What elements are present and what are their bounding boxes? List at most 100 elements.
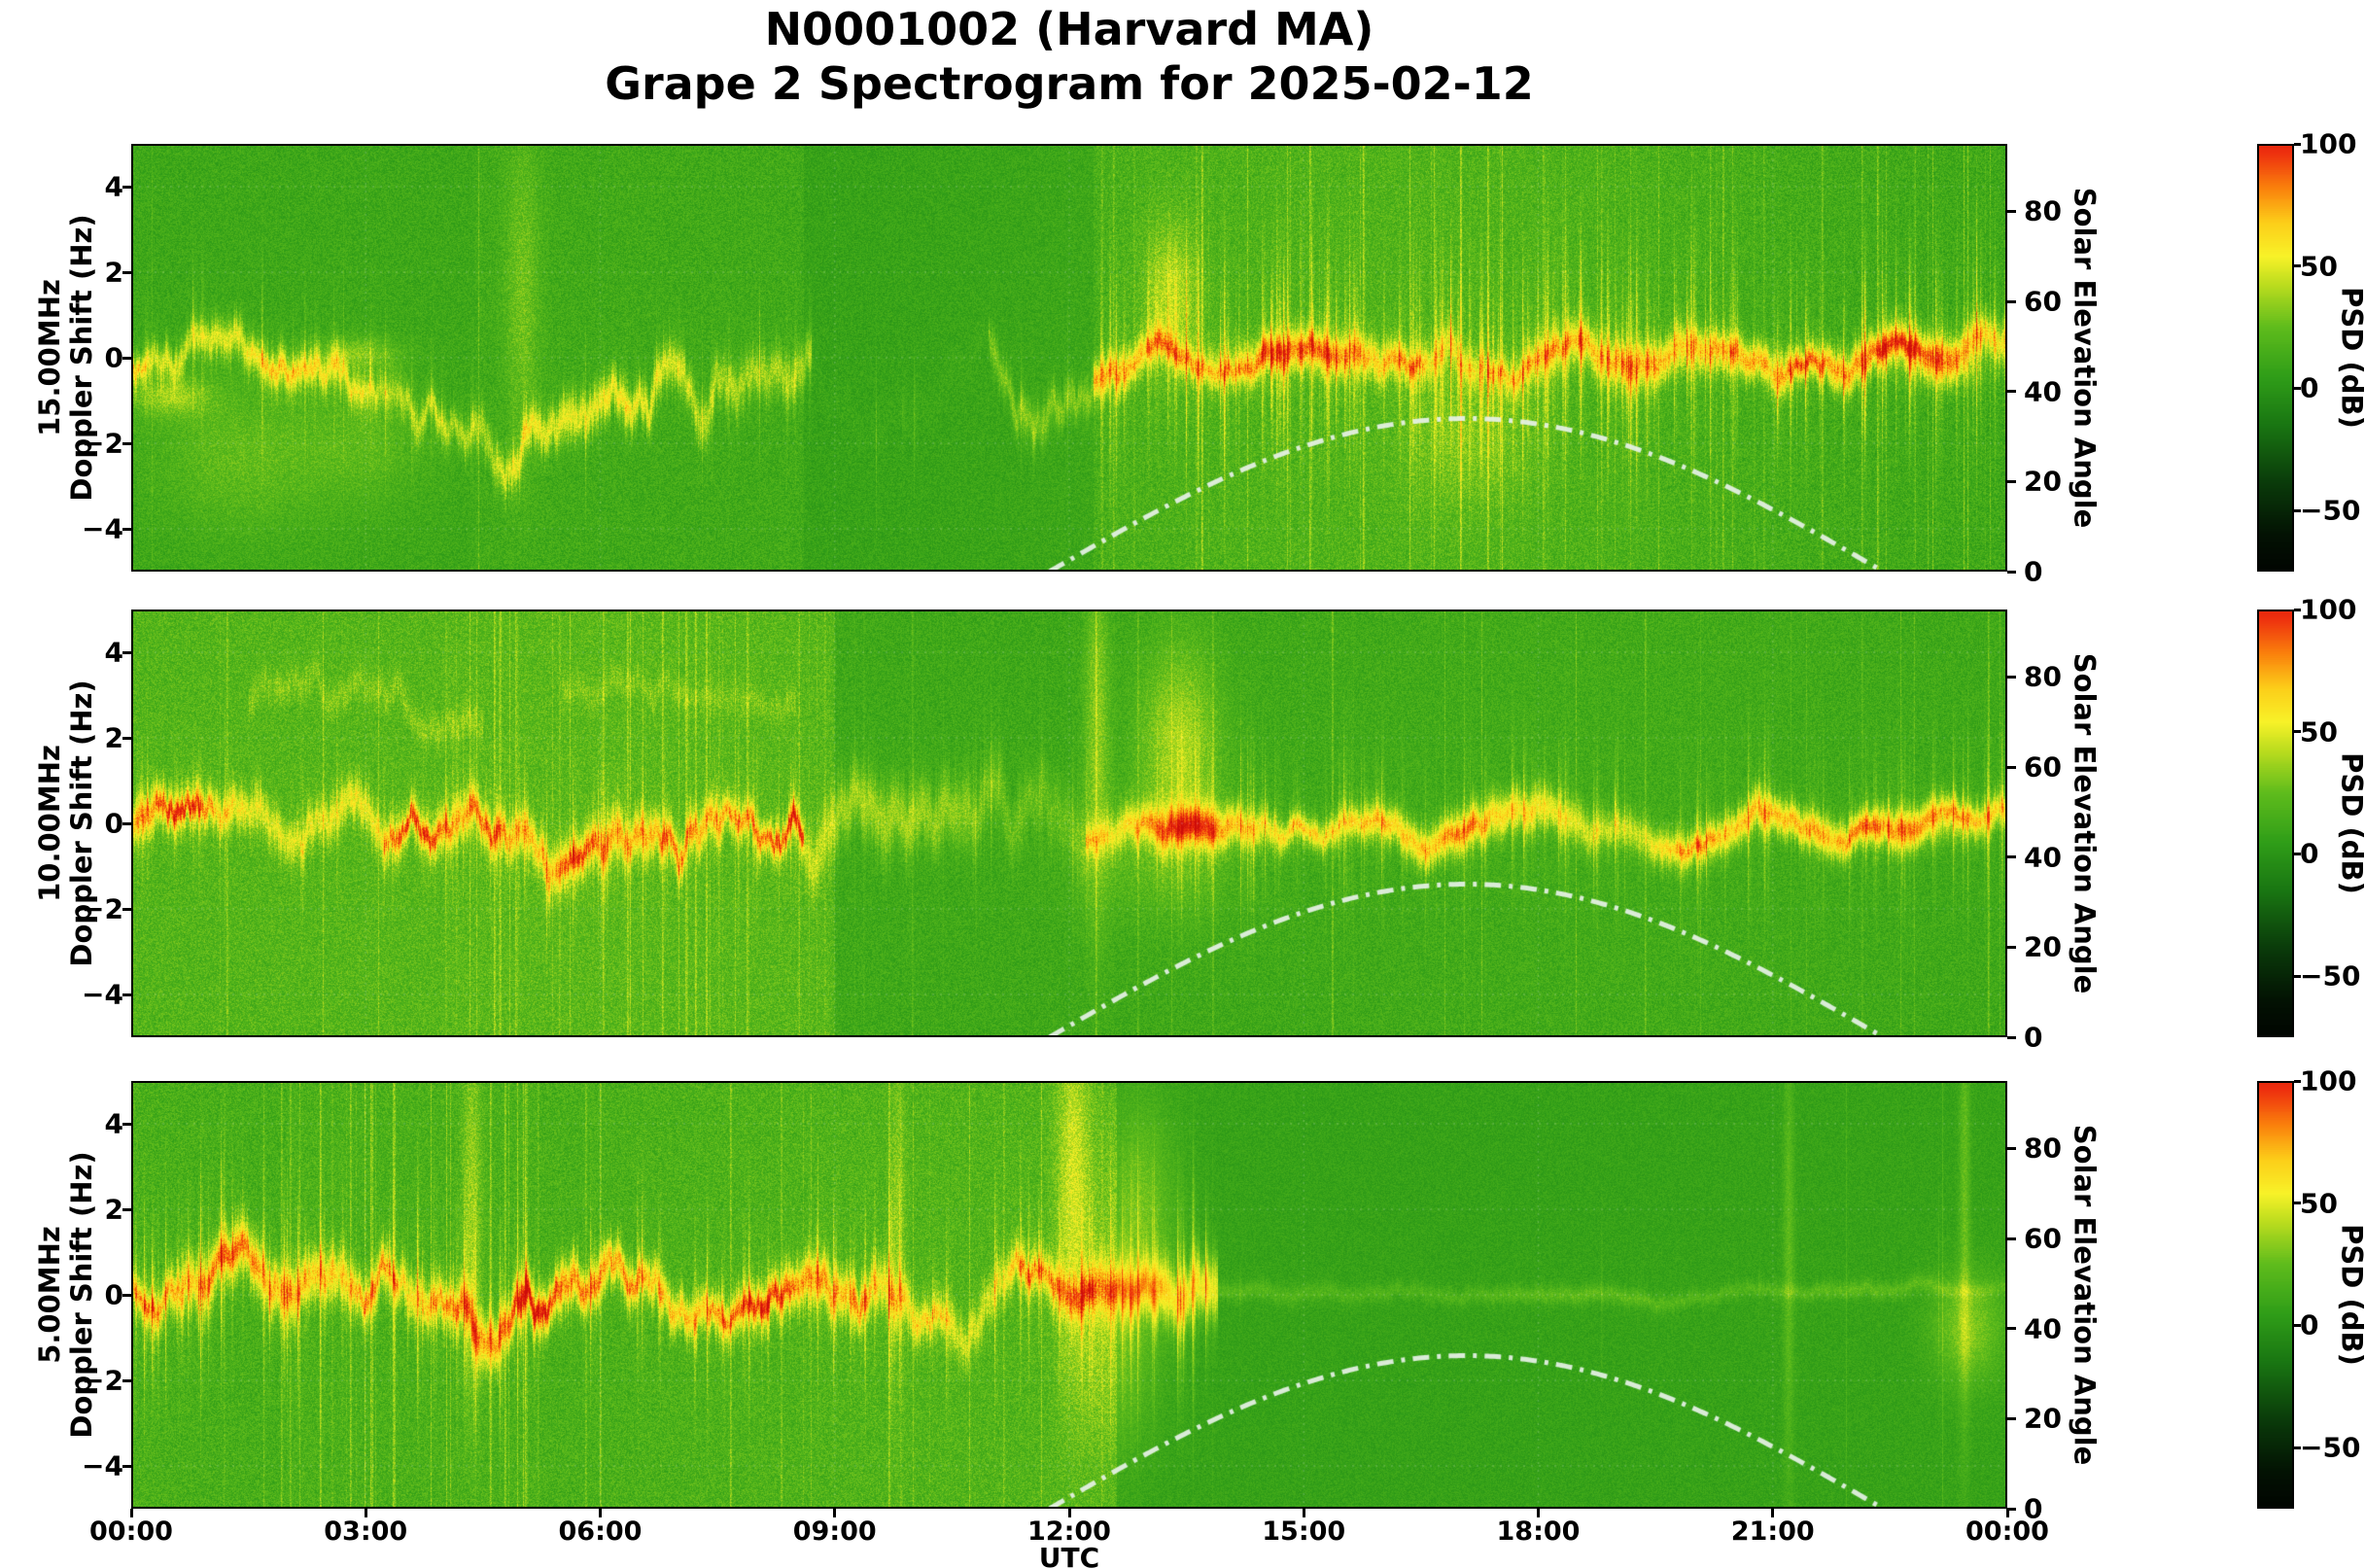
solar-tick-label: 80	[2024, 1132, 2062, 1165]
doppler-tick-label: 0	[104, 1278, 123, 1311]
doppler-tick-mark	[122, 993, 131, 996]
colorbar-tick-label: 50	[2300, 715, 2338, 749]
colorbar-tick-mark	[2294, 852, 2301, 855]
colorbar-tick-mark	[2294, 1446, 2301, 1449]
solar-tick-mark	[2007, 1146, 2016, 1150]
doppler-tick-label: −2	[82, 1364, 123, 1397]
x-tick-label: 12:00	[1027, 1516, 1111, 1547]
colorbar-tick-label: 100	[2300, 1064, 2357, 1098]
x-tick-label: 06:00	[558, 1516, 643, 1547]
doppler-tick-mark	[122, 1464, 131, 1468]
solar-tick-mark	[2007, 1035, 2016, 1039]
x-axis-label: UTC	[1038, 1542, 1100, 1568]
x-tick-label: 09:00	[792, 1516, 877, 1547]
solar-tick-label: 20	[2024, 1402, 2062, 1435]
spectrogram-heatmap-10mhz	[131, 610, 2007, 1037]
solar-tick-label: 60	[2024, 285, 2062, 318]
colorbar-label-text-10mhz: PSD (dB)	[2335, 752, 2365, 894]
doppler-tick-mark	[122, 907, 131, 911]
colorbar-tick-mark	[2294, 1202, 2301, 1205]
doppler-tick-label: −4	[82, 978, 123, 1011]
solar-tick-mark	[2007, 209, 2016, 213]
x-tick-mark	[364, 1509, 367, 1517]
doppler-tick-mark	[122, 821, 131, 825]
solar-tick-label: 60	[2024, 750, 2062, 784]
solar-tick-mark	[2007, 1416, 2016, 1420]
colorbar-tick-mark	[2294, 608, 2301, 611]
solar-axis-label-text-10mhz: Solar Elevation Angle	[2068, 652, 2102, 994]
x-tick-mark	[1537, 1509, 1540, 1517]
colorbar-tick-mark	[2294, 386, 2301, 390]
solar-tick-mark	[2007, 855, 2016, 859]
doppler-tick-label: 2	[104, 721, 123, 754]
colorbar-tick-label: 0	[2300, 1308, 2319, 1342]
doppler-tick-mark	[122, 356, 131, 360]
ylabel-text-5mhz: 5.00MHz Doppler Shift (Hz)	[33, 1151, 98, 1439]
colorbar-tick-label: 100	[2300, 593, 2357, 626]
doppler-tick-mark	[122, 270, 131, 274]
solar-tick-mark	[2007, 1507, 2016, 1511]
ylabel-freq-5mhz: 5.00MHz	[33, 1226, 66, 1364]
solar-tick-mark	[2007, 570, 2016, 574]
colorbar-label-text-15mhz: PSD (dB)	[2335, 287, 2365, 429]
x-tick-mark	[129, 1509, 133, 1517]
doppler-tick-label: 2	[104, 1193, 123, 1226]
doppler-tick-mark	[122, 1378, 131, 1382]
solar-tick-label: 20	[2024, 465, 2062, 498]
ylabel-doppler-5mhz: Doppler Shift (Hz)	[65, 1151, 98, 1439]
doppler-tick-mark	[122, 1207, 131, 1211]
doppler-tick-label: −4	[82, 512, 123, 545]
solar-tick-mark	[2007, 1327, 2016, 1331]
solar-tick-mark	[2007, 299, 2016, 303]
x-tick-label: 18:00	[1496, 1516, 1581, 1547]
colorbar-tick-mark	[2294, 1079, 2301, 1083]
x-tick-mark	[833, 1509, 837, 1517]
colorbar-tick-mark	[2294, 1323, 2301, 1327]
solar-tick-label: 80	[2024, 660, 2062, 693]
x-tick-label: 03:00	[324, 1516, 408, 1547]
solar-tick-label: 40	[2024, 375, 2062, 408]
doppler-tick-label: −2	[82, 427, 123, 460]
solar-tick-label: 40	[2024, 841, 2062, 874]
solar-axis-label-text-5mhz: Solar Elevation Angle	[2068, 1124, 2102, 1466]
solar-tick-mark	[2007, 390, 2016, 394]
solar-tick-mark	[2007, 945, 2016, 949]
figure-title: N0001002 (Harvard MA) Grape 2 Spectrogra…	[131, 2, 2007, 111]
colorbar-tick-label: 0	[2300, 371, 2319, 404]
figure-title-date: Grape 2 Spectrogram for 2025-02-12	[605, 57, 1534, 110]
solar-tick-label: 0	[2024, 1021, 2043, 1054]
doppler-tick-mark	[122, 736, 131, 740]
doppler-tick-label: −2	[82, 892, 123, 925]
solar-tick-mark	[2007, 765, 2016, 769]
solar-tick-mark	[2007, 479, 2016, 483]
doppler-tick-mark	[122, 650, 131, 654]
x-tick-label: 00:00	[89, 1516, 173, 1547]
colorbar-tick-label: 50	[2300, 250, 2338, 283]
x-tick-label: 21:00	[1730, 1516, 1815, 1547]
colorbar-tick-mark	[2294, 142, 2301, 146]
colorbar-tick-label: 100	[2300, 127, 2357, 160]
colorbar-tick-mark	[2294, 508, 2301, 512]
ylabel-freq-10mhz: 10.00MHz	[33, 745, 66, 902]
ylabel-freq-15mhz: 15.00MHz	[33, 279, 66, 436]
spectrogram-heatmap-5mhz	[131, 1081, 2007, 1509]
colorbar-tick-mark	[2294, 974, 2301, 978]
colorbar-tick-mark	[2294, 730, 2301, 734]
ylabel-text-15mhz: 15.00MHz Doppler Shift (Hz)	[33, 214, 98, 502]
ylabel-doppler-15mhz: Doppler Shift (Hz)	[65, 214, 98, 502]
solar-tick-label: 0	[2024, 555, 2043, 588]
solar-tick-mark	[2007, 1237, 2016, 1240]
doppler-tick-mark	[122, 1293, 131, 1297]
spectrogram-heatmap-15mhz	[131, 144, 2007, 572]
colorbar-tick-label: 0	[2300, 837, 2319, 870]
colorbar-10mhz	[2257, 610, 2294, 1037]
colorbar-15mhz	[2257, 144, 2294, 572]
solar-tick-label: 20	[2024, 930, 2062, 963]
doppler-tick-mark	[122, 527, 131, 531]
colorbar-tick-label: −50	[2300, 494, 2361, 527]
doppler-tick-label: 0	[104, 341, 123, 374]
ylabel-text-10mhz: 10.00MHz Doppler Shift (Hz)	[33, 679, 98, 966]
x-tick-label: 15:00	[1262, 1516, 1346, 1547]
x-tick-mark	[1302, 1509, 1305, 1517]
